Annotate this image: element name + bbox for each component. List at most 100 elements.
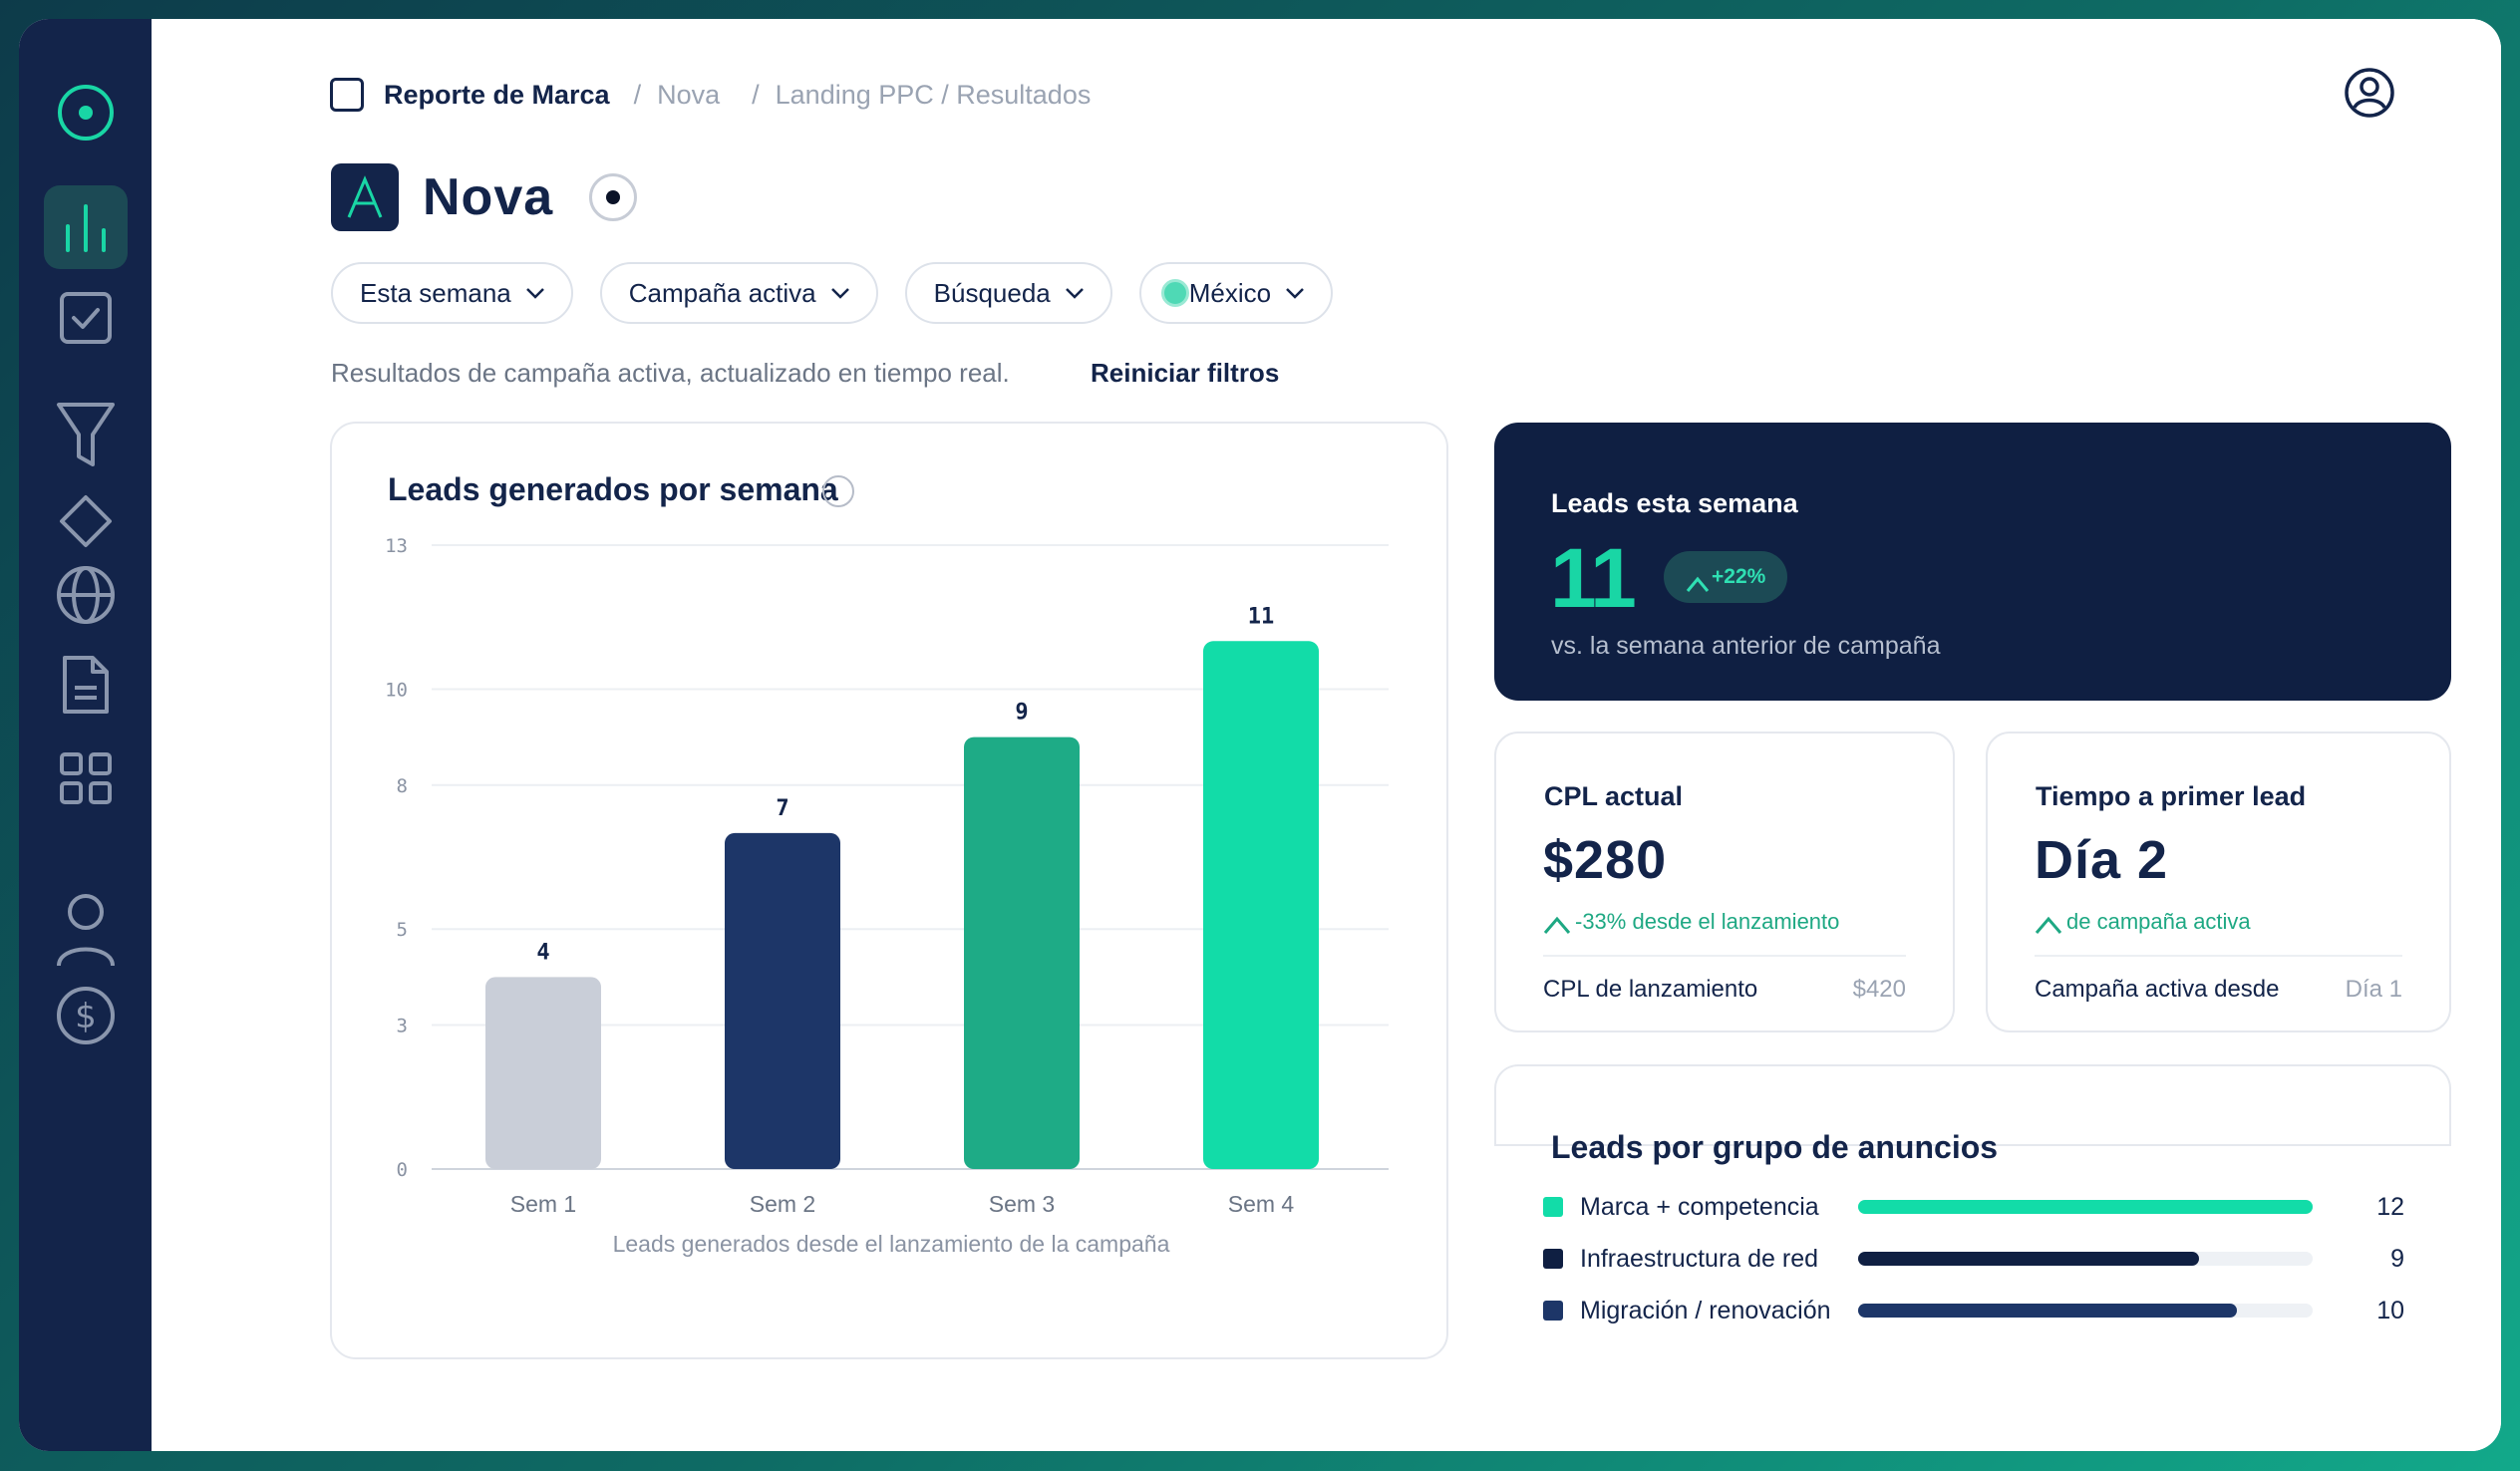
- breadcrumb-item-page[interactable]: Landing PPC / Resultados: [775, 79, 1092, 110]
- x-tick-label: Sem 4: [1228, 1191, 1295, 1217]
- kpi-time-first-lead: Tiempo a primer lead Día 2 de campaña ac…: [1986, 732, 2451, 1032]
- filter-channel-label: Búsqueda: [933, 277, 1051, 308]
- legend-swatch: [1543, 1301, 1563, 1321]
- leads-chart-card: Leads generados por semana 0 3 5 8 10 13 4 Sem …: [330, 422, 1448, 1359]
- globe-icon: [56, 566, 115, 624]
- sidebar-item-apps[interactable]: [19, 746, 152, 810]
- sidebar-item-funnel[interactable]: [19, 398, 152, 471]
- checkbox-icon: [59, 292, 112, 344]
- sidebar-logo[interactable]: [19, 83, 152, 143]
- ad-group-bar-track: [1858, 1304, 2313, 1318]
- filter-campaign[interactable]: Campaña activa: [599, 262, 878, 324]
- sidebar-item-segments[interactable]: [19, 491, 152, 551]
- bar-data-label: 7: [776, 796, 788, 821]
- bar-data-label: 4: [536, 940, 549, 965]
- y-tick-label: 5: [397, 919, 408, 941]
- ad-group-row[interactable]: Migración / renovación 10: [1543, 1294, 2404, 1327]
- kpi-leads-week-value: 11: [1550, 531, 1637, 625]
- y-tick-label: 0: [397, 1159, 408, 1181]
- kpi-cpl-value: $280: [1543, 830, 1668, 890]
- bar-data-label: 9: [1015, 701, 1028, 726]
- kpi-time-value: Día 2: [2035, 830, 2169, 890]
- grid-icon: [59, 752, 112, 804]
- kpi-leads-week-badge: +22%: [1664, 551, 1787, 603]
- page-description: Resultados de campaña activa, actualizad…: [331, 358, 1010, 388]
- svg-text:$: $: [75, 997, 97, 1036]
- filter-country-label: México: [1188, 277, 1272, 308]
- kpi-time-trend: de campaña activa: [2035, 909, 2251, 935]
- ad-group-value: 12: [2376, 1192, 2404, 1221]
- breadcrumb-separator: /: [633, 79, 642, 110]
- sidebar-item-reports[interactable]: [19, 653, 152, 717]
- x-axis-label: Leads generados desde el lanzamiento de …: [613, 1231, 1170, 1257]
- filter-channel[interactable]: Búsqueda: [904, 262, 1112, 324]
- ad-group-row[interactable]: Infraestructura de red 9: [1543, 1242, 2404, 1276]
- breadcrumb-item-brand[interactable]: Nova: [657, 79, 721, 110]
- filter-campaign-label: Campaña activa: [628, 277, 816, 308]
- dollar-icon: $: [56, 987, 115, 1044]
- account-button[interactable]: [2343, 66, 2396, 120]
- x-tick-label: Sem 2: [750, 1191, 815, 1217]
- ad-group-bar-fill: [1858, 1200, 2313, 1214]
- kpi-leads-week: Leads esta semana 11 +22% vs. la semana …: [1494, 423, 2451, 701]
- chevron-down-icon: [1286, 288, 1304, 299]
- page-header: Nova: [331, 163, 638, 231]
- ad-groups-card: [1494, 1064, 2451, 1146]
- kpi-time-foot-label: Campaña activa desde: [2035, 976, 2280, 1003]
- kpi-cpl-foot-value: $420: [1852, 976, 1906, 1003]
- bar-data-label: 11: [1248, 604, 1275, 629]
- filter-bar: Esta semana Campaña activa Búsqueda Méxi…: [331, 262, 1334, 324]
- bar-chart-icon: [65, 204, 106, 252]
- kpi-leads-week-sub: vs. la semana anterior de campaña: [1551, 632, 1941, 660]
- divider: [2035, 955, 2402, 957]
- account-icon: [2345, 68, 2394, 118]
- app-window: $ Reporte de Marca / Nova / Landing PPC …: [19, 19, 2501, 1451]
- y-tick-label: 8: [397, 775, 408, 797]
- ad-group-name: Marca + competencia: [1580, 1192, 1819, 1221]
- info-icon[interactable]: [822, 475, 854, 507]
- brand-letter-icon: [347, 175, 383, 218]
- legend-swatch: [1543, 1249, 1563, 1269]
- sidebar: $: [19, 19, 152, 1451]
- record-dot-icon: [606, 190, 621, 204]
- ad-group-name: Infraestructura de red: [1580, 1244, 1819, 1273]
- funnel-icon: [56, 403, 115, 466]
- bar-sem-1: [485, 977, 601, 1169]
- ad-group-bar-track: [1858, 1200, 2313, 1214]
- breadcrumb-separator: /: [752, 79, 760, 110]
- reset-filters-link[interactable]: Reiniciar filtros: [1091, 358, 1280, 388]
- country-flag-icon: [1160, 279, 1189, 307]
- filter-country[interactable]: México: [1138, 262, 1334, 324]
- main-content: Reporte de Marca / Nova / Landing PPC / …: [152, 19, 2501, 1451]
- bar-sem-4: [1203, 641, 1319, 1169]
- chevron-down-icon: [830, 288, 849, 299]
- kpi-time-trend-text: de campaña activa: [2066, 909, 2251, 934]
- filter-period[interactable]: Esta semana: [331, 262, 573, 324]
- divider: [1543, 955, 1906, 957]
- sidebar-item-billing[interactable]: $: [19, 984, 152, 1047]
- bar-sem-2: [725, 832, 840, 1169]
- x-tick-label: Sem 1: [510, 1191, 576, 1217]
- ad-group-name: Migración / renovación: [1580, 1296, 1831, 1324]
- chevron-down-icon: [525, 288, 544, 299]
- sidebar-item-users[interactable]: [19, 892, 152, 968]
- breadcrumb-checkbox[interactable]: [330, 78, 364, 112]
- leads-bar-chart: 0 3 5 8 10 13 4 Sem 1 7 Sem 2 9 Sem 3 11 Sem 4 Leads g…: [385, 535, 1389, 1257]
- logo-icon: [57, 85, 114, 141]
- trend-up-icon: [1686, 576, 1710, 592]
- breadcrumb-root[interactable]: Reporte de Marca: [384, 79, 610, 110]
- x-tick-label: Sem 3: [989, 1191, 1055, 1217]
- breadcrumb: Reporte de Marca / Nova / Landing PPC / …: [330, 75, 1091, 115]
- ad-group-bar-track: [1858, 1252, 2313, 1266]
- kpi-leads-week-badge-text: +22%: [1712, 565, 1766, 588]
- ad-group-row[interactable]: Marca + competencia 12: [1543, 1190, 2404, 1224]
- ad-groups-title: Leads por grupo de anuncios: [1551, 1129, 1999, 1165]
- ad-group-bar-fill: [1858, 1252, 2199, 1266]
- y-tick-label: 13: [385, 535, 408, 557]
- sidebar-item-analytics[interactable]: [19, 198, 152, 258]
- user-icon: [56, 894, 115, 967]
- status-toggle[interactable]: [589, 173, 638, 221]
- sidebar-item-tasks[interactable]: [19, 288, 152, 348]
- filter-period-label: Esta semana: [360, 277, 511, 308]
- sidebar-item-regions[interactable]: [19, 563, 152, 627]
